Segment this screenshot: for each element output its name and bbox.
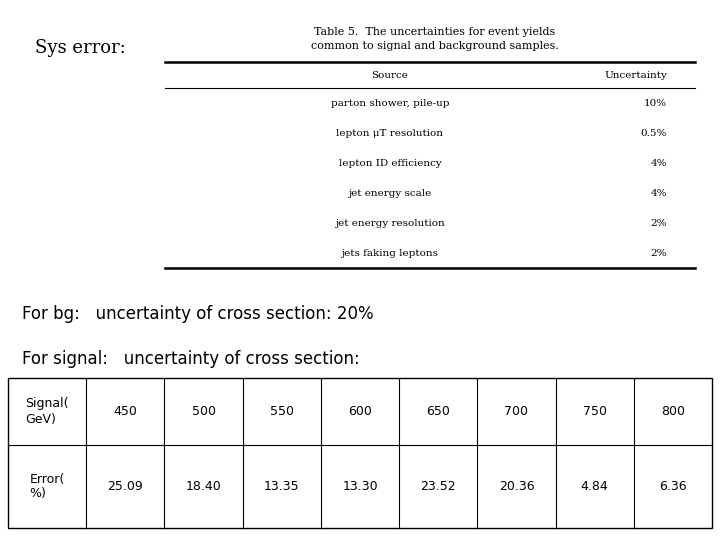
- Text: 500: 500: [192, 405, 215, 418]
- Text: 4%: 4%: [650, 188, 667, 198]
- Text: For signal:   uncertainty of cross section:: For signal: uncertainty of cross section…: [22, 350, 360, 368]
- Text: 18.40: 18.40: [186, 480, 222, 493]
- Text: Table 5.  The uncertainties for event yields: Table 5. The uncertainties for event yie…: [315, 27, 556, 37]
- Text: 13.30: 13.30: [342, 480, 378, 493]
- Text: lepton μT resolution: lepton μT resolution: [336, 129, 444, 138]
- Text: jet energy scale: jet energy scale: [348, 188, 431, 198]
- Text: 25.09: 25.09: [107, 480, 143, 493]
- Text: 2%: 2%: [650, 219, 667, 227]
- Text: common to signal and background samples.: common to signal and background samples.: [311, 41, 559, 51]
- Text: 4%: 4%: [650, 159, 667, 167]
- Text: 23.52: 23.52: [420, 480, 456, 493]
- Text: Source: Source: [372, 71, 408, 79]
- Text: Signal(
GeV): Signal( GeV): [25, 397, 69, 426]
- Text: 650: 650: [426, 405, 450, 418]
- Text: For bg:   uncertainty of cross section: 20%: For bg: uncertainty of cross section: 20…: [22, 305, 374, 323]
- Text: 700: 700: [505, 405, 528, 418]
- Text: Uncertainty: Uncertainty: [604, 71, 667, 79]
- Text: 550: 550: [270, 405, 294, 418]
- Text: 10%: 10%: [644, 98, 667, 107]
- Text: 750: 750: [582, 405, 607, 418]
- Text: 4.84: 4.84: [581, 480, 608, 493]
- Text: lepton ID efficiency: lepton ID efficiency: [338, 159, 441, 167]
- Text: jets faking leptons: jets faking leptons: [341, 248, 438, 258]
- Text: 0.5%: 0.5%: [641, 129, 667, 138]
- Text: 600: 600: [348, 405, 372, 418]
- Text: 6.36: 6.36: [659, 480, 687, 493]
- Text: 20.36: 20.36: [499, 480, 534, 493]
- Text: jet energy resolution: jet energy resolution: [335, 219, 445, 227]
- Text: Error(
%): Error( %): [30, 472, 65, 501]
- Text: 450: 450: [113, 405, 138, 418]
- Text: 2%: 2%: [650, 248, 667, 258]
- Text: 13.35: 13.35: [264, 480, 300, 493]
- Text: parton shower, pile-up: parton shower, pile-up: [330, 98, 449, 107]
- Text: 800: 800: [661, 405, 685, 418]
- Text: Sys error:: Sys error:: [35, 39, 126, 57]
